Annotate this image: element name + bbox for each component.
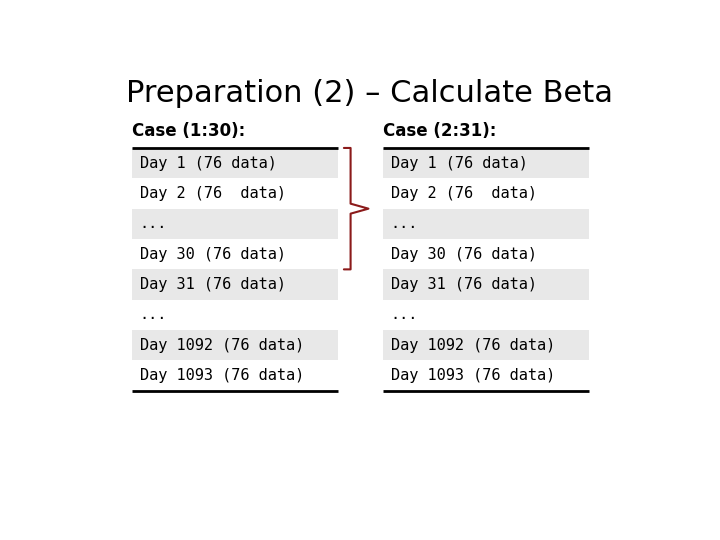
FancyBboxPatch shape (132, 269, 338, 300)
FancyBboxPatch shape (383, 148, 590, 178)
Text: Case (1:30):: Case (1:30): (132, 123, 245, 140)
Text: Day 31 (76 data): Day 31 (76 data) (391, 277, 537, 292)
FancyBboxPatch shape (383, 208, 590, 239)
FancyBboxPatch shape (132, 208, 338, 239)
Text: ...: ... (391, 217, 418, 231)
Text: Day 31 (76 data): Day 31 (76 data) (140, 277, 286, 292)
Text: Day 2 (76  data): Day 2 (76 data) (391, 186, 537, 201)
FancyBboxPatch shape (132, 148, 338, 178)
FancyBboxPatch shape (383, 330, 590, 360)
Text: Preparation (2) – Calculate Beta: Preparation (2) – Calculate Beta (125, 79, 613, 109)
Text: Day 1 (76 data): Day 1 (76 data) (391, 156, 528, 171)
Text: Day 1093 (76 data): Day 1093 (76 data) (140, 368, 304, 383)
Text: ...: ... (391, 307, 418, 322)
FancyBboxPatch shape (383, 269, 590, 300)
Text: Day 1092 (76 data): Day 1092 (76 data) (391, 338, 555, 353)
Text: ...: ... (140, 217, 167, 231)
Text: Day 30 (76 data): Day 30 (76 data) (140, 247, 286, 262)
Text: Day 1092 (76 data): Day 1092 (76 data) (140, 338, 304, 353)
Text: Day 1093 (76 data): Day 1093 (76 data) (391, 368, 555, 383)
Text: Day 30 (76 data): Day 30 (76 data) (391, 247, 537, 262)
Text: Day 2 (76  data): Day 2 (76 data) (140, 186, 286, 201)
Text: Day 1 (76 data): Day 1 (76 data) (140, 156, 276, 171)
FancyBboxPatch shape (132, 330, 338, 360)
Text: Case (2:31):: Case (2:31): (383, 123, 496, 140)
Text: ...: ... (140, 307, 167, 322)
